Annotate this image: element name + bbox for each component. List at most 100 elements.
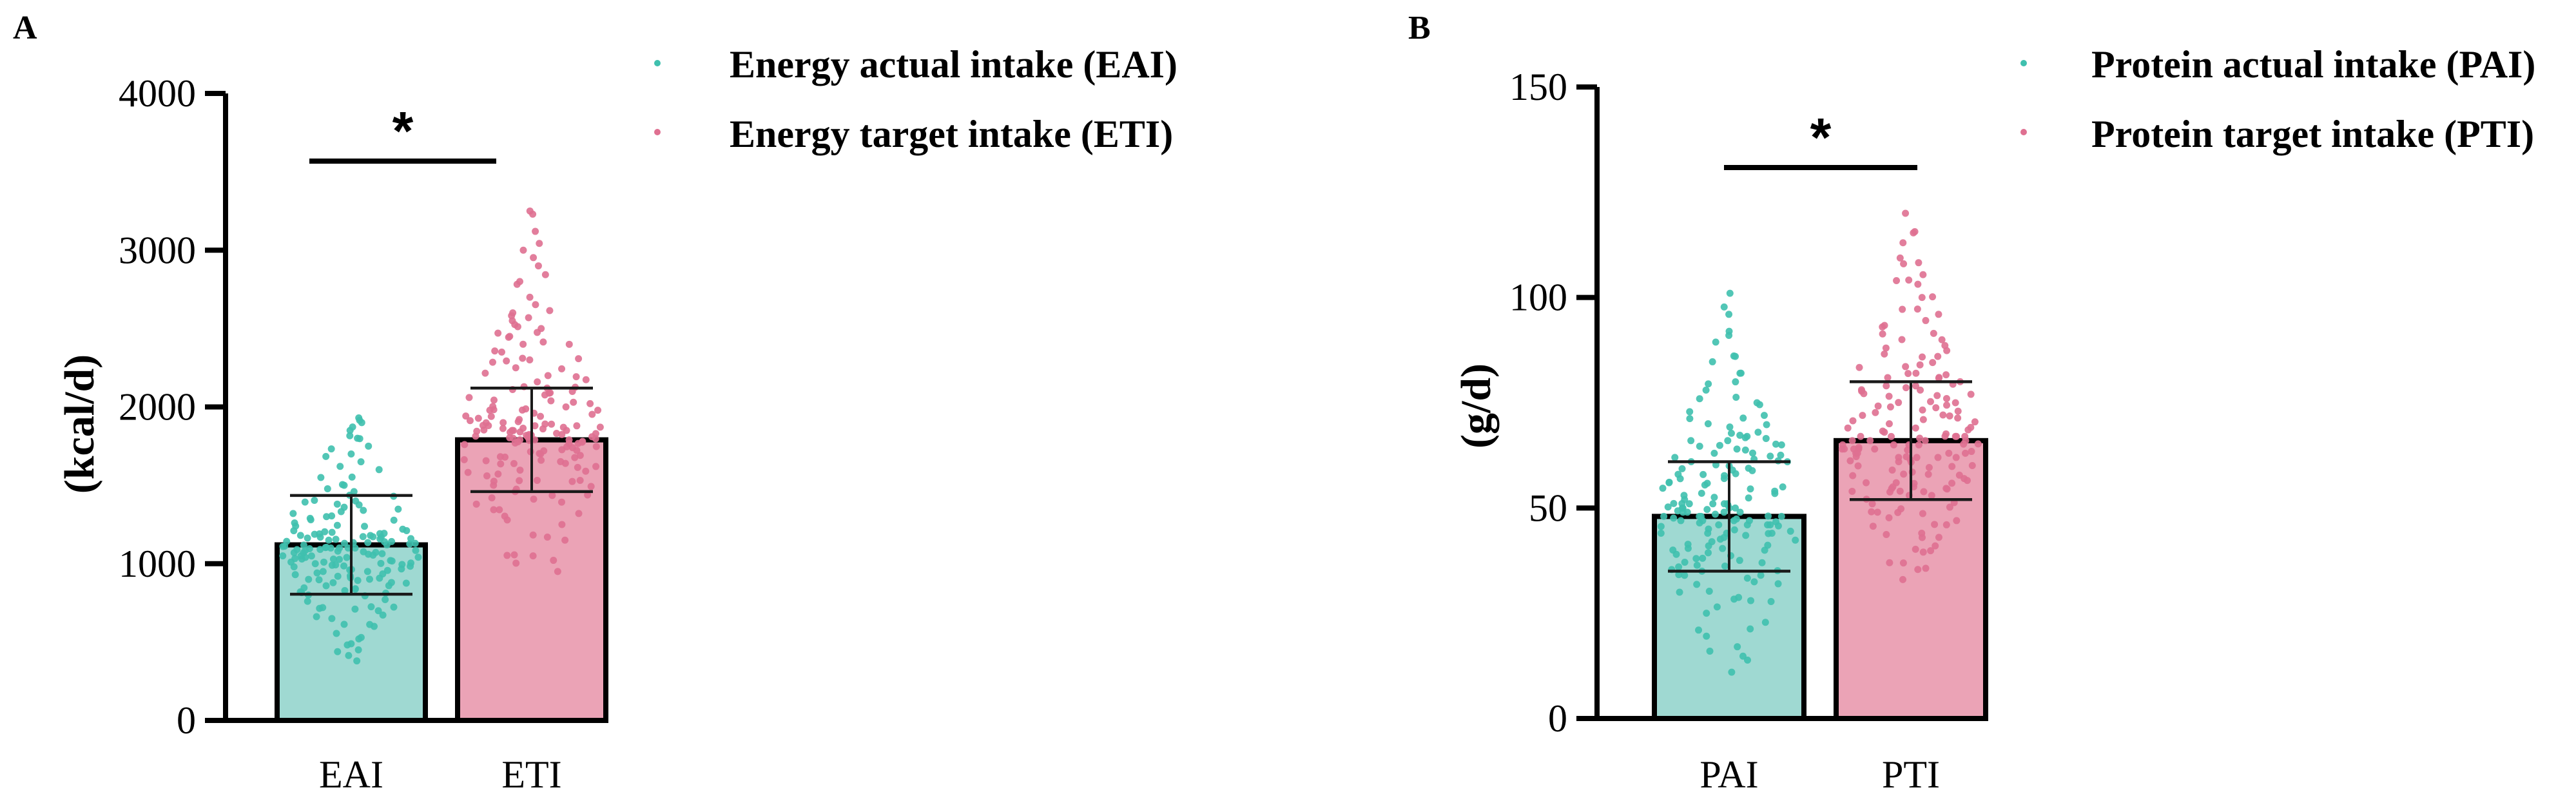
- data-point-pai-158: [1741, 446, 1749, 454]
- data-point-eti-140: [506, 434, 514, 441]
- data-point-pti-160: [1914, 566, 1922, 574]
- data-point-eti-114: [530, 254, 537, 262]
- data-point-pai-81: [1732, 515, 1740, 523]
- data-point-eti-127: [494, 470, 502, 478]
- data-point-eai-134: [316, 604, 324, 612]
- data-point-eti-88: [519, 424, 527, 432]
- data-point-eti-163: [575, 355, 583, 363]
- data-point-eti-162: [503, 357, 510, 365]
- data-point-eti-53: [526, 293, 534, 301]
- data-point-pai-64: [1750, 578, 1758, 586]
- data-point-pai-35: [1779, 483, 1787, 491]
- data-point-pti-100: [1879, 330, 1886, 338]
- data-point-pti-137: [1849, 417, 1857, 425]
- data-point-pai-45: [1777, 441, 1785, 448]
- data-point-pti-45: [1882, 344, 1890, 352]
- data-point-pti-42: [1912, 369, 1920, 377]
- data-point-pai-56: [1725, 311, 1733, 318]
- data-point-eti-19: [461, 441, 469, 448]
- data-point-pai-83: [1765, 512, 1772, 520]
- data-point-eai-126: [346, 432, 354, 439]
- data-point-pti-120: [1925, 463, 1933, 471]
- data-point-pai-121: [1743, 574, 1751, 582]
- data-point-pai-147: [1710, 494, 1718, 501]
- data-point-pti-122: [1846, 457, 1854, 465]
- data-point-pti-6: [1868, 500, 1876, 508]
- data-point-eti-69: [464, 468, 472, 476]
- data-point-pai-52: [1702, 386, 1710, 394]
- data-point-pai-114: [1720, 303, 1728, 311]
- data-point-eti-0: [554, 568, 561, 575]
- data-point-pti-154: [1881, 322, 1888, 329]
- data-point-eai-138: [351, 585, 359, 593]
- data-point-pai-112: [1712, 338, 1719, 346]
- data-point-eti-39: [570, 398, 577, 406]
- legend-a: Energy actual intake (EAI) Energy target…: [654, 43, 1177, 155]
- data-point-eai-36: [325, 536, 333, 544]
- data-point-pti-132: [1916, 434, 1924, 442]
- data-point-eti-35: [537, 412, 545, 420]
- data-point-pai-0: [1728, 668, 1736, 676]
- data-point-eti-155: [586, 400, 594, 407]
- data-point-eai-113: [337, 508, 345, 516]
- data-point-pai-161: [1762, 434, 1770, 442]
- legend-dot-pai: [2020, 60, 2027, 66]
- data-point-eti-108: [534, 329, 541, 336]
- data-point-pti-49: [1918, 294, 1926, 302]
- data-point-eai-121: [348, 473, 356, 481]
- data-point-eti-87: [563, 427, 570, 434]
- data-point-pai-159: [1716, 441, 1723, 449]
- data-point-pti-103: [1914, 280, 1922, 288]
- data-point-eai-145: [363, 568, 371, 575]
- data-point-eti-71: [497, 460, 505, 468]
- data-point-eai-124: [327, 445, 335, 453]
- data-point-eti-139: [516, 436, 524, 444]
- data-point-eai-154: [297, 552, 305, 560]
- data-point-pti-89: [1926, 398, 1934, 405]
- data-point-eai-81: [383, 566, 391, 574]
- data-point-eti-61: [529, 531, 537, 539]
- data-point-pai-90: [1745, 494, 1752, 502]
- data-point-eti-130: [482, 457, 490, 465]
- data-point-eti-102: [572, 373, 580, 381]
- data-point-pti-101: [1922, 316, 1930, 324]
- data-point-pai-2: [1695, 626, 1703, 634]
- data-point-eai-15: [291, 571, 299, 579]
- data-point-pti-118: [1955, 471, 1963, 479]
- data-point-eti-154: [522, 405, 530, 413]
- data-point-eti-142: [558, 430, 566, 438]
- data-point-pai-169: [1730, 352, 1738, 360]
- data-point-pti-169: [1948, 479, 1956, 487]
- data-point-pti-139: [1872, 409, 1879, 416]
- data-point-pai-10: [1758, 559, 1766, 566]
- data-point-eai-89: [414, 554, 422, 561]
- data-point-eai-116: [301, 498, 309, 506]
- data-point-pai-27: [1736, 508, 1744, 516]
- data-point-eai-125: [356, 435, 363, 443]
- data-point-eti-144: [473, 427, 481, 435]
- data-point-pai-9: [1675, 563, 1683, 571]
- y-tick-label-a-2000: 2000: [119, 386, 196, 429]
- data-point-eai-34: [341, 539, 349, 547]
- data-point-eai-29: [293, 546, 301, 554]
- data-point-pti-35: [1951, 399, 1959, 407]
- data-point-pai-23: [1745, 517, 1753, 525]
- data-point-pai-57: [1726, 289, 1734, 297]
- y-axis-title-b: (g/d): [1453, 363, 1500, 448]
- data-point-pai-154: [1745, 465, 1752, 472]
- data-point-pti-39: [1912, 382, 1919, 390]
- data-point-eai-101: [332, 535, 340, 543]
- data-point-eti-2: [561, 536, 569, 544]
- data-point-pai-136: [1772, 518, 1780, 526]
- y-tick-label-b-50: 50: [1529, 487, 1567, 529]
- data-point-eti-74: [496, 453, 504, 461]
- data-point-eti-168: [508, 312, 516, 320]
- data-point-eti-120: [501, 512, 508, 520]
- data-point-pai-117: [1747, 625, 1754, 633]
- data-point-eti-38: [562, 403, 570, 410]
- data-point-pti-104: [1905, 276, 1913, 284]
- data-point-pai-124: [1721, 562, 1729, 570]
- data-point-pti-156: [1929, 293, 1937, 301]
- y-tick-label-b-0: 0: [1548, 697, 1567, 740]
